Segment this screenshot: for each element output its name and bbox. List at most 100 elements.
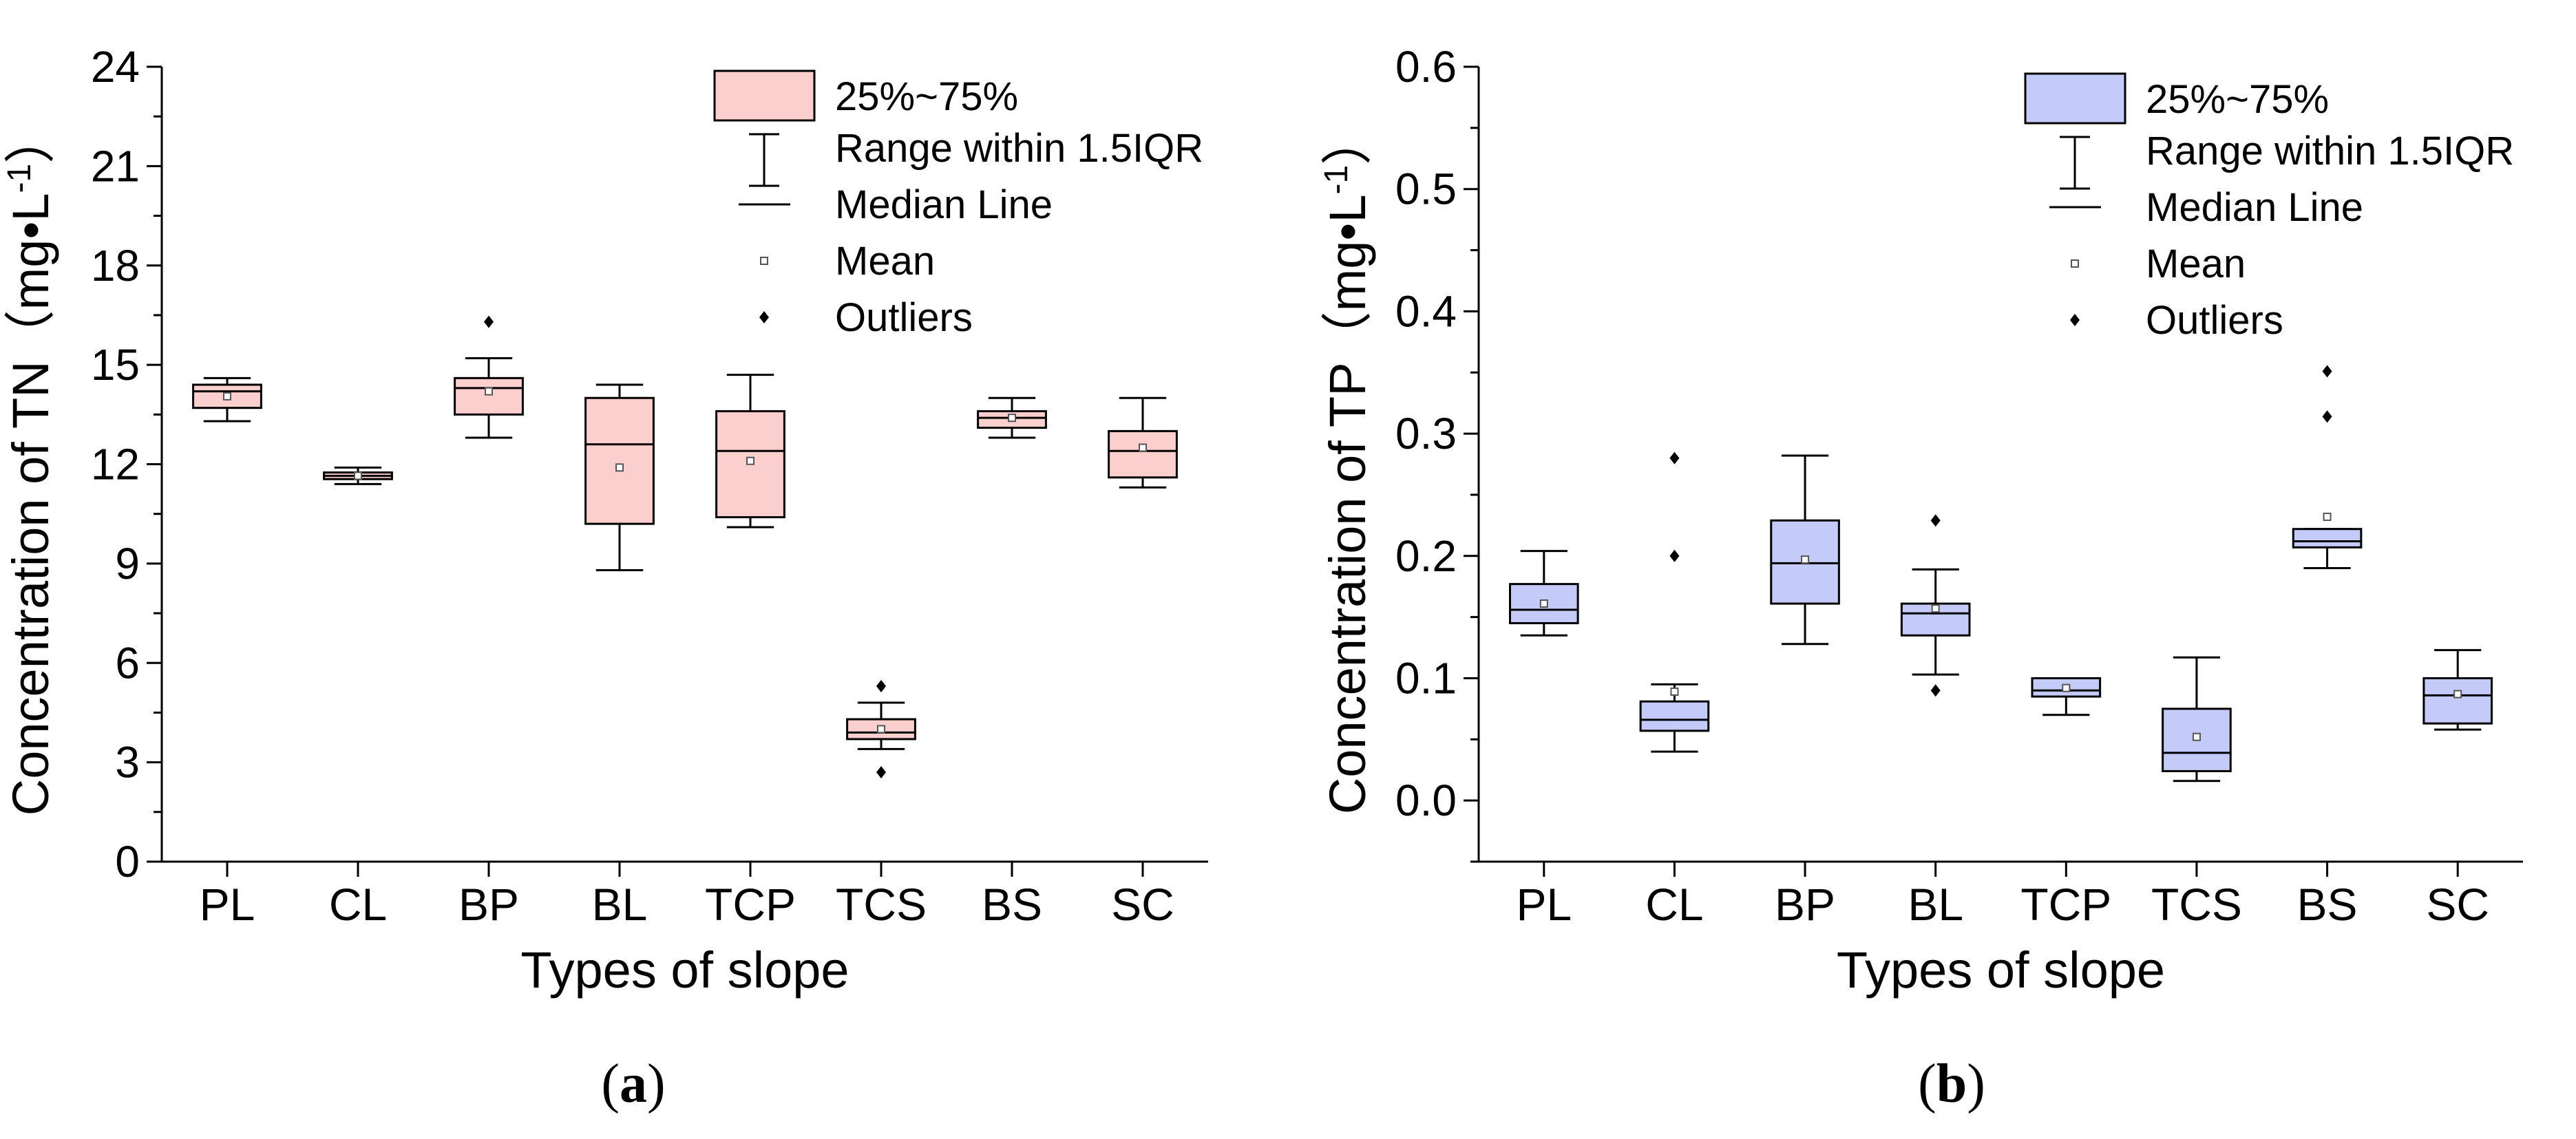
- y-tick-label: 24: [91, 42, 140, 92]
- mean-marker: [2062, 683, 2071, 692]
- legend-box-swatch: [2024, 72, 2126, 125]
- panel-a-tn-chart: 0 3 6 9 12 15 18 21 24 PL CL BP BL TCP TCS BS SC Types of…: [1, 42, 1208, 999]
- x-tick-label: TCP: [2020, 879, 2111, 930]
- y-axis-label: Concentration of TN（mg•L-1）: [1, 113, 59, 816]
- x-tick-label: SC: [2426, 879, 2489, 930]
- box-pl: [192, 376, 262, 423]
- mean-marker: [485, 387, 493, 396]
- legend-label-range: Range within 1.5IQR: [835, 126, 1203, 171]
- legend-label-median: Median Line: [2146, 185, 2363, 230]
- mean-marker: [2453, 690, 2462, 699]
- x-tick-label: BL: [1908, 879, 1963, 930]
- box-bs: [2292, 365, 2363, 570]
- mean-marker: [2192, 732, 2201, 741]
- outlier-point: [1669, 549, 1680, 562]
- legend-label-mean: Mean: [835, 239, 935, 284]
- y-tick-label: 6: [115, 638, 140, 688]
- x-axis-label: Types of slope: [520, 941, 849, 999]
- box-bp: [1770, 454, 1840, 646]
- mean-marker: [1539, 599, 1548, 608]
- outlier-point: [1930, 514, 1941, 527]
- mean-marker: [615, 463, 624, 472]
- outlier-point: [876, 679, 886, 692]
- x-tick-label: BL: [592, 879, 648, 930]
- y-tick-label: 21: [91, 141, 140, 191]
- iqr-box: [1639, 700, 1710, 732]
- y-tick-label: 0: [115, 837, 140, 886]
- box-cl: [1639, 451, 1710, 753]
- legend-label-outliers: Outliers: [2146, 298, 2283, 343]
- x-tick-label: CL: [329, 879, 387, 930]
- mean-marker: [877, 725, 885, 734]
- y-axis-label-close: ）: [1319, 114, 1376, 165]
- x-tick-label: TCS: [2151, 879, 2242, 930]
- legend-label-outliers: Outliers: [835, 295, 973, 340]
- iqr-box: [454, 376, 524, 416]
- mean-marker: [223, 392, 231, 401]
- outlier-point: [484, 315, 494, 328]
- panel-b-caption: (b): [1918, 1054, 1985, 1114]
- outlier-point: [1669, 451, 1680, 465]
- legend-label-median: Median Line: [835, 182, 1053, 227]
- panel-b-tp-chart: 0.0 0.1 0.2 0.3 0.4 0.5 0.6 PL CL BP BL TCP TCS BS SC T…: [1318, 42, 2523, 999]
- x-tick-label: SC: [1111, 879, 1174, 930]
- x-tick-label: PL: [200, 879, 255, 930]
- legend: 25%~75% Range within 1.5IQR Median Line Mea…: [713, 70, 1203, 340]
- x-axis-label: Types of slope: [1837, 941, 2165, 999]
- y-axis-label-close: ）: [2, 113, 59, 164]
- iqr-box: [584, 396, 655, 525]
- y-tick-label: 0.1: [1395, 653, 1457, 703]
- box-bs: [977, 396, 1047, 439]
- box-bp: [454, 315, 524, 439]
- x-tick-label: CL: [1645, 879, 1703, 930]
- box-sc: [1108, 396, 1178, 489]
- mean-marker: [1801, 555, 1810, 564]
- outlier-point: [2322, 365, 2332, 378]
- legend-box-swatch: [713, 70, 816, 122]
- y-tick-label: 0.4: [1395, 286, 1457, 336]
- legend: 25%~75% Range within 1.5IQR Median Line Mea…: [2024, 72, 2514, 343]
- y-axis-label-superscript: -1: [1318, 165, 1355, 195]
- legend-mean-marker: [760, 257, 768, 265]
- y-tick-label: 0.3: [1395, 409, 1457, 458]
- y-axis-label: Concentration of TP（mg•L-1）: [1318, 114, 1376, 814]
- y-tick-label: 15: [91, 340, 140, 390]
- mean-marker: [746, 456, 754, 465]
- box-bl: [1900, 514, 1971, 697]
- y-tick-label: 0.5: [1395, 164, 1457, 214]
- mean-marker: [1931, 604, 1940, 613]
- iqr-box: [2292, 528, 2363, 549]
- mean-marker: [1670, 688, 1679, 696]
- x-tick-label: TCS: [836, 879, 927, 930]
- outlier-point: [1930, 684, 1941, 697]
- iqr-box: [1108, 429, 1178, 479]
- iqr-box: [1900, 602, 1971, 637]
- y-tick-label: 18: [91, 241, 140, 290]
- y-axis-label-text: Concentration of TN（mg•L: [2, 193, 59, 816]
- panel-a-letter: a: [620, 1054, 647, 1114]
- box-sc: [2422, 649, 2493, 731]
- box-bl: [584, 383, 655, 571]
- mean-marker: [354, 471, 362, 480]
- legend-outlier-marker: [2070, 314, 2080, 326]
- box-tcs: [846, 679, 916, 779]
- x-tick-label: PL: [1516, 879, 1572, 930]
- box-tcp: [2031, 677, 2102, 716]
- legend-label-iqr: 25%~75%: [835, 74, 1018, 119]
- iqr-box: [846, 718, 916, 741]
- panel-b-letter: b: [1936, 1054, 1967, 1114]
- y-tick-label: 9: [115, 539, 140, 588]
- mean-marker: [1008, 414, 1016, 423]
- outlier-point: [2322, 410, 2332, 423]
- legend-label-iqr: 25%~75%: [2146, 77, 2329, 122]
- box-cl: [323, 466, 393, 485]
- x-tick-label: TCP: [705, 879, 796, 930]
- outlier-point: [876, 766, 886, 779]
- legend-label-range: Range within 1.5IQR: [2146, 129, 2514, 173]
- box-pl: [1509, 550, 1579, 637]
- mean-marker: [2323, 512, 2332, 521]
- legend-outlier-marker: [759, 311, 769, 323]
- x-tick-label: BS: [2297, 879, 2358, 930]
- x-tick-label: BS: [982, 879, 1042, 930]
